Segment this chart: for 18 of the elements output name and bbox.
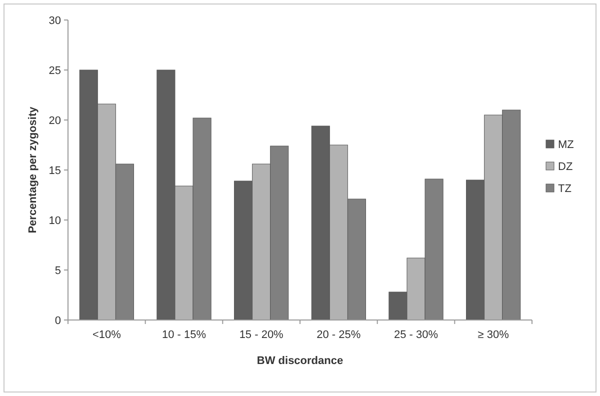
x-tick-label: <10%	[92, 329, 122, 341]
x-tick-label: 20 - 25%	[316, 329, 361, 341]
x-axis-title: BW discordance	[256, 355, 344, 367]
x-tick-label: 15 - 20%	[239, 329, 284, 341]
y-tick-label: 0	[54, 314, 61, 327]
legend-label: MZ	[558, 138, 574, 151]
legend-label: TZ	[558, 182, 572, 195]
legend-label: DZ	[558, 160, 573, 173]
y-tick-label: 20	[48, 114, 61, 127]
y-tick-label: 5	[54, 264, 61, 277]
y-tick-label: 30	[48, 14, 61, 27]
x-tick-label: 25 - 30%	[394, 329, 438, 341]
y-tick-label: 10	[48, 214, 61, 227]
y-axis-title: Percentage per zygosity	[27, 106, 39, 234]
x-tick-label: 10 - 15%	[162, 329, 206, 341]
y-tick-label: 25	[48, 64, 61, 77]
x-tick-label: ≥ 30%	[478, 329, 510, 341]
y-tick-label: 15	[48, 164, 61, 177]
